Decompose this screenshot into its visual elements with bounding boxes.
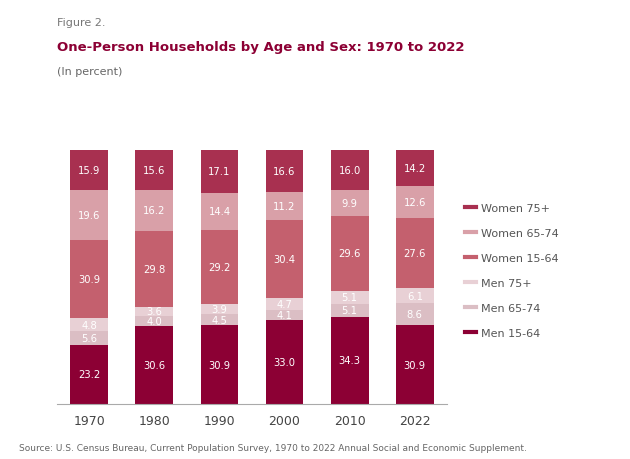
Text: 9.9: 9.9 xyxy=(341,198,358,208)
Text: 33.0: 33.0 xyxy=(273,357,295,367)
Bar xyxy=(135,307,173,316)
Text: 30.9: 30.9 xyxy=(209,360,231,370)
Text: 12.6: 12.6 xyxy=(404,197,426,207)
Text: 16.6: 16.6 xyxy=(273,167,295,176)
Text: 30.4: 30.4 xyxy=(273,254,295,264)
Bar xyxy=(396,186,433,218)
Bar xyxy=(135,316,173,326)
Text: 30.6: 30.6 xyxy=(143,360,166,370)
Bar xyxy=(396,218,433,288)
Bar xyxy=(200,151,238,194)
Bar xyxy=(135,151,173,190)
Bar xyxy=(135,231,173,307)
Text: 6.1: 6.1 xyxy=(407,291,423,301)
Bar xyxy=(200,304,238,314)
Text: 14.4: 14.4 xyxy=(209,207,231,217)
Text: 30.9: 30.9 xyxy=(404,360,426,370)
Text: 4.5: 4.5 xyxy=(212,315,227,325)
Text: 16.2: 16.2 xyxy=(143,206,166,216)
Text: 3.9: 3.9 xyxy=(212,304,227,314)
Bar xyxy=(71,319,108,331)
Bar xyxy=(200,194,238,230)
Bar xyxy=(71,345,108,404)
Bar xyxy=(71,241,108,319)
Text: Figure 2.: Figure 2. xyxy=(57,18,105,28)
Text: 17.1: 17.1 xyxy=(209,167,231,177)
Bar xyxy=(331,216,369,291)
Text: 16.0: 16.0 xyxy=(338,166,361,176)
Text: 19.6: 19.6 xyxy=(78,211,100,220)
Text: 4.1: 4.1 xyxy=(277,310,292,320)
Bar xyxy=(71,331,108,345)
Bar xyxy=(331,291,369,304)
Bar xyxy=(266,310,304,320)
Bar xyxy=(200,230,238,304)
Bar xyxy=(266,298,304,310)
Bar xyxy=(331,304,369,317)
Text: 5.1: 5.1 xyxy=(341,306,358,315)
Text: 15.9: 15.9 xyxy=(78,166,100,175)
Bar xyxy=(200,314,238,325)
Bar xyxy=(135,326,173,404)
Bar xyxy=(266,221,304,298)
Text: 4.0: 4.0 xyxy=(146,316,163,326)
Legend: Women 75+, Women 65-74, Women 15-64, Men 75+, Men 65-74, Men 15-64: Women 75+, Women 65-74, Women 15-64, Men… xyxy=(464,203,559,339)
Text: 4.8: 4.8 xyxy=(81,320,97,330)
Text: 11.2: 11.2 xyxy=(273,202,295,212)
Text: 4.7: 4.7 xyxy=(277,299,292,309)
Bar xyxy=(396,325,433,404)
Bar xyxy=(135,190,173,231)
Text: 5.6: 5.6 xyxy=(81,333,97,343)
Text: 30.9: 30.9 xyxy=(78,274,100,285)
Bar xyxy=(396,151,433,186)
Bar xyxy=(396,304,433,325)
Text: (In percent): (In percent) xyxy=(57,67,122,77)
Bar xyxy=(71,190,108,241)
Text: 5.1: 5.1 xyxy=(341,292,358,302)
Text: 3.6: 3.6 xyxy=(146,307,163,317)
Text: Source: U.S. Census Bureau, Current Population Survey, 1970 to 2022 Annual Socia: Source: U.S. Census Bureau, Current Popu… xyxy=(19,443,527,452)
Bar xyxy=(331,317,369,404)
Text: One-Person Households by Age and Sex: 1970 to 2022: One-Person Households by Age and Sex: 19… xyxy=(57,41,464,54)
Text: 29.8: 29.8 xyxy=(143,264,166,274)
Bar xyxy=(200,325,238,404)
Bar xyxy=(266,320,304,404)
Text: 15.6: 15.6 xyxy=(143,166,166,176)
Text: 8.6: 8.6 xyxy=(407,310,423,319)
Bar xyxy=(266,151,304,192)
Text: 29.2: 29.2 xyxy=(209,262,231,272)
Bar xyxy=(331,191,369,216)
Text: 29.6: 29.6 xyxy=(338,249,361,258)
Bar xyxy=(396,288,433,304)
Bar xyxy=(71,151,108,190)
Text: 14.2: 14.2 xyxy=(404,163,426,174)
Bar xyxy=(331,151,369,191)
Text: 23.2: 23.2 xyxy=(78,369,100,380)
Text: 34.3: 34.3 xyxy=(339,355,360,365)
Bar xyxy=(266,192,304,221)
Text: 27.6: 27.6 xyxy=(404,248,426,258)
